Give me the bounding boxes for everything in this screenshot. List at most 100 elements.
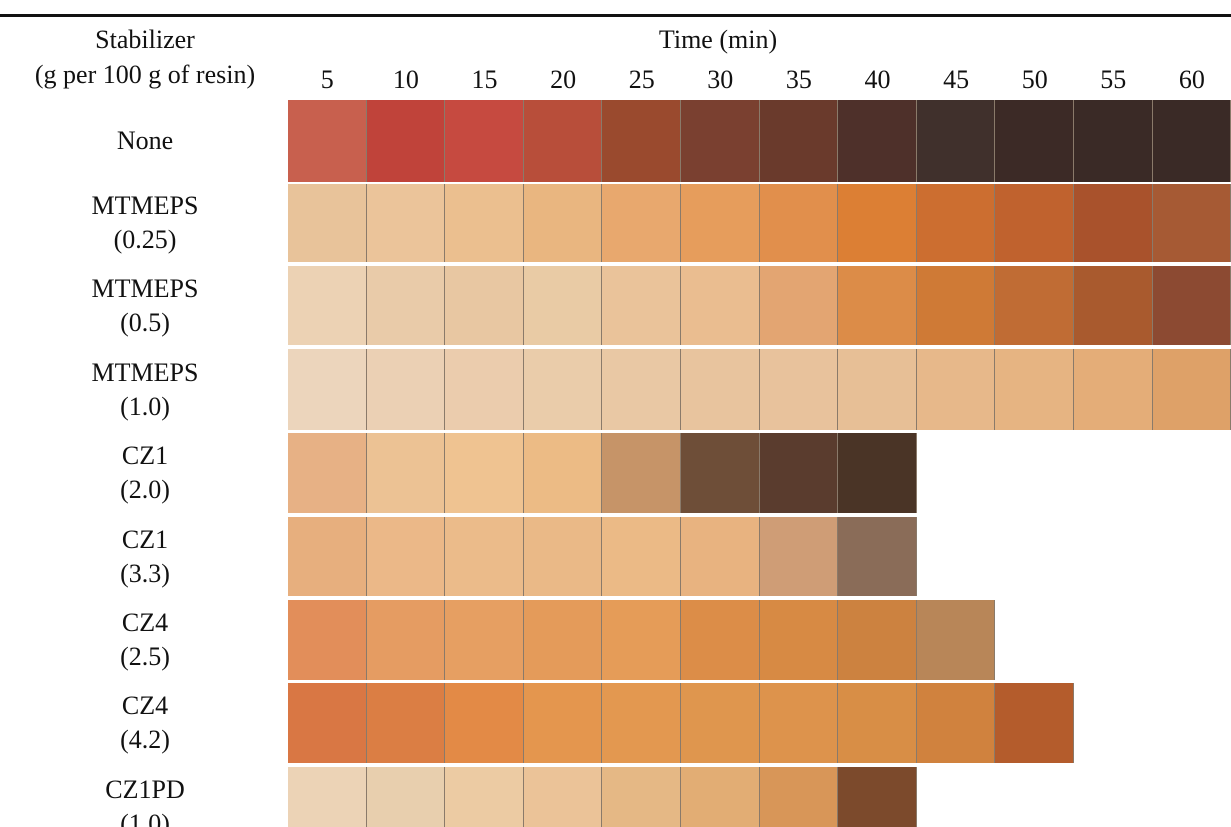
swatch [602, 683, 681, 763]
row-label: CZ4 [122, 608, 168, 638]
swatch [602, 184, 681, 262]
swatch [760, 683, 839, 763]
swatch [602, 600, 681, 680]
swatch [838, 349, 917, 430]
swatch [681, 349, 760, 430]
swatch [445, 517, 524, 596]
swatch [838, 433, 917, 513]
swatch [1074, 184, 1153, 262]
swatch [995, 100, 1074, 182]
swatch [445, 349, 524, 430]
swatch [367, 349, 446, 430]
row-label: (4.2) [120, 725, 170, 755]
swatch [917, 600, 996, 680]
row-label: MTMEPS [92, 191, 199, 221]
row-label: (2.5) [120, 642, 170, 672]
swatch [917, 266, 996, 345]
swatch [838, 184, 917, 262]
swatch [760, 433, 839, 513]
swatch [1153, 266, 1231, 345]
swatch [1153, 100, 1231, 182]
swatch [445, 600, 524, 680]
swatch [288, 433, 367, 513]
swatch [524, 767, 603, 827]
swatch [602, 767, 681, 827]
time-label: 25 [629, 65, 655, 95]
time-label: 30 [707, 65, 733, 95]
swatch [602, 349, 681, 430]
swatch [917, 349, 996, 430]
swatch [1074, 100, 1153, 182]
swatch [524, 184, 603, 262]
time-header: Time (min) [659, 25, 777, 55]
time-label: 15 [472, 65, 498, 95]
swatch [838, 600, 917, 680]
time-label: 40 [865, 65, 891, 95]
swatch [288, 349, 367, 430]
column-unit: (g per 100 g of resin) [35, 60, 255, 90]
swatch [367, 767, 446, 827]
swatch [288, 517, 367, 596]
row-label: MTMEPS [92, 274, 199, 304]
swatch [445, 100, 524, 182]
row-label: CZ1 [122, 441, 168, 471]
swatch [367, 683, 446, 763]
swatch [681, 266, 760, 345]
time-label: 55 [1100, 65, 1126, 95]
swatch [288, 266, 367, 345]
swatch [288, 683, 367, 763]
swatch [445, 266, 524, 345]
swatch [995, 266, 1074, 345]
swatch [602, 266, 681, 345]
swatch [602, 100, 681, 182]
swatch [681, 184, 760, 262]
swatch [681, 100, 760, 182]
swatch [445, 767, 524, 827]
swatch [288, 184, 367, 262]
top-rule [0, 14, 1231, 17]
figure: Stabilizer (g per 100 g of resin) Time (… [0, 0, 1231, 827]
swatch [524, 349, 603, 430]
swatch [838, 517, 917, 596]
swatch [681, 683, 760, 763]
swatch [288, 767, 367, 827]
swatch [524, 517, 603, 596]
swatch [367, 184, 446, 262]
swatch [760, 100, 839, 182]
time-label: 5 [321, 65, 334, 95]
swatch [760, 767, 839, 827]
swatch [838, 767, 917, 827]
swatch [367, 266, 446, 345]
time-label: 20 [550, 65, 576, 95]
swatch [760, 517, 839, 596]
swatch [524, 266, 603, 345]
row-label: CZ1 [122, 525, 168, 555]
swatch [367, 517, 446, 596]
swatch [681, 767, 760, 827]
swatch [445, 184, 524, 262]
column-header: Stabilizer [95, 25, 195, 55]
row-label: None [117, 126, 173, 156]
swatch [1153, 349, 1231, 430]
row-label: (0.5) [120, 308, 170, 338]
time-label: 10 [393, 65, 419, 95]
swatch [917, 184, 996, 262]
swatch [838, 266, 917, 345]
swatch [995, 683, 1074, 763]
swatch [681, 517, 760, 596]
swatch [681, 433, 760, 513]
row-label: (2.0) [120, 475, 170, 505]
swatch [524, 683, 603, 763]
swatch [367, 600, 446, 680]
swatch [524, 600, 603, 680]
swatch [602, 433, 681, 513]
swatch [917, 683, 996, 763]
swatch [995, 184, 1074, 262]
time-label: 60 [1179, 65, 1205, 95]
time-label: 45 [943, 65, 969, 95]
swatch [760, 349, 839, 430]
swatch [367, 100, 446, 182]
swatch [288, 100, 367, 182]
swatch [445, 433, 524, 513]
row-label: (1.0) [120, 392, 170, 422]
